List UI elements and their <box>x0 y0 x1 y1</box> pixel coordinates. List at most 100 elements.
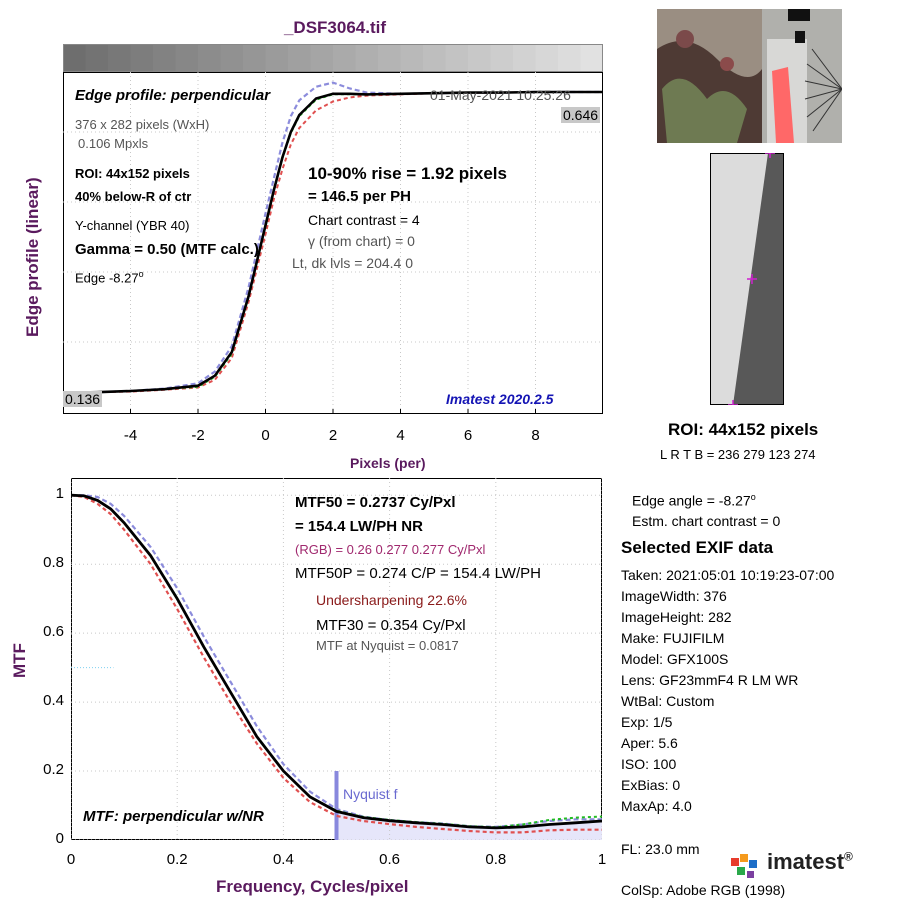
gray-step <box>378 44 401 72</box>
gray-step <box>333 44 356 72</box>
gray-step <box>423 44 446 72</box>
mtf-y-tick-label: 0.8 <box>43 554 64 572</box>
side-chart-contrast: Estm. chart contrast = 0 <box>632 513 781 529</box>
edge-location: 40% below-R of ctr <box>75 189 192 204</box>
grayscale-step-bar <box>63 44 603 72</box>
beyond-nyquist-area <box>336 811 602 840</box>
edge-series-0 <box>63 90 603 395</box>
page-title: _DSF3064.tif <box>283 18 387 37</box>
gray-step <box>558 44 581 72</box>
mtf-y-axis-label: MTF <box>10 643 29 678</box>
exif-item: MaxAp: 4.0 <box>621 798 692 814</box>
edge-y-axis-label: Edge profile (linear) <box>23 177 42 337</box>
light-dark-levels: Lt, dk lvls = 204.4 0 <box>292 255 414 271</box>
gray-step <box>310 44 334 72</box>
gray-step <box>288 44 311 72</box>
mtf50-lwph: = 154.4 LW/PH NR <box>295 518 423 535</box>
gray-step <box>265 44 289 72</box>
image-thumbnail <box>657 9 842 143</box>
exif-item: ImageHeight: 282 <box>621 609 732 625</box>
edge-roi: ROI: 44x152 pixels <box>75 166 190 181</box>
gray-step <box>513 44 536 72</box>
mtf-x-tick-label: 0 <box>66 851 76 868</box>
exif-fl: FL: 23.0 mm <box>621 841 700 857</box>
exif-item: ISO: 100 <box>621 756 677 772</box>
edge-x-tick-label: 6 <box>463 427 473 444</box>
mtf-y-tick-label: 0.4 <box>43 692 64 710</box>
gray-step <box>535 44 559 72</box>
mtf-x-tick-label: 0.4 <box>272 851 294 868</box>
mtf50-value: MTF50 = 0.2737 Cy/Pxl <box>295 494 456 511</box>
gray-step <box>468 44 491 72</box>
mtf-x-tick-label: 0.2 <box>166 851 188 868</box>
gray-step <box>490 44 514 72</box>
exif-colsp: ColSp: Adobe RGB (1998) <box>621 882 786 898</box>
imatest-version: Imatest 2020.2.5 <box>446 391 554 407</box>
gray-step <box>445 44 469 72</box>
side-edge-angle-text: Edge angle = -8.27 <box>632 492 751 509</box>
exif-item: ExBias: 0 <box>621 777 681 793</box>
roi-title: ROI: 44x152 pixels <box>668 420 819 439</box>
edge-heading: Edge profile: perpendicular <box>75 87 271 104</box>
nyquist-label: Nyquist f <box>343 786 398 802</box>
logo-name: imatest <box>767 849 845 874</box>
exif-item: Model: GFX100S <box>621 651 729 667</box>
mtf-y-tick-label: 1 <box>55 485 64 503</box>
edge-channel: Y-channel (YBR 40) <box>75 218 190 233</box>
gray-step <box>355 44 379 72</box>
mtf-series-2 <box>71 494 602 834</box>
edge-dimensions: 376 x 282 pixels (WxH) <box>75 117 210 132</box>
imatest-logo-icon <box>731 854 757 878</box>
exif-item: WtBal: Custom <box>621 693 715 709</box>
mtf-y-tick-label: 0 <box>55 830 64 847</box>
top-level-label: 0.646 <box>561 107 601 123</box>
mtf50p-value: MTF50P = 0.274 C/P = 154.4 LW/PH <box>295 565 541 582</box>
logo-registered: ® <box>844 849 853 864</box>
gray-step <box>220 44 244 72</box>
edge-series-2 <box>63 91 603 394</box>
rise-distance: 10-90% rise = 1.92 pixels <box>308 164 507 183</box>
mtf30-value: MTF30 = 0.354 Cy/Pxl <box>316 617 466 634</box>
edge-angle-text: Edge -8.27 <box>75 270 139 286</box>
exif-item: Taken: 2021:05:01 10:19:23-07:00 <box>621 567 835 583</box>
gray-step <box>63 44 86 72</box>
mtf-x-tick-label: 0.8 <box>485 851 507 868</box>
edge-x-tick-label: -2 <box>191 427 205 444</box>
exif-item: Exp: 1/5 <box>621 714 673 730</box>
exif-item: Make: FUJIFILM <box>621 630 725 646</box>
degree-mark: o <box>138 269 144 279</box>
gray-step <box>108 44 131 72</box>
edge-gamma: Gamma = 0.50 (MTF calc.) <box>75 241 259 258</box>
edge-profile-chart <box>63 72 603 414</box>
degree-mark: o <box>750 492 756 502</box>
edge-x-tick-label: -4 <box>123 427 138 444</box>
edge-x-axis-label: Pixels (per) <box>350 455 426 471</box>
gray-step <box>85 44 109 72</box>
rise-per-ph: = 146.5 per PH <box>308 188 411 205</box>
mtf-chart <box>71 478 602 840</box>
exif-title: Selected EXIF data <box>621 538 774 557</box>
gray-step <box>175 44 199 72</box>
exif-item: Aper: 5.6 <box>621 735 678 751</box>
undersharpening: Undersharpening 22.6% <box>316 592 467 608</box>
mtf-series-0 <box>71 493 602 830</box>
mtf-at-nyquist: MTF at Nyquist = 0.0817 <box>316 638 459 653</box>
chart-contrast: Chart contrast = 4 <box>308 212 420 228</box>
mtf-x-axis-label: Frequency, Cycles/pixel <box>216 877 409 896</box>
exif-item: ImageWidth: 376 <box>621 588 727 604</box>
edge-x-tick-label: 8 <box>531 427 540 444</box>
gamma-from-chart: γ (from chart) = 0 <box>308 233 415 249</box>
edge-timestamp: 01-May-2021 10:25:26 <box>430 87 571 103</box>
edge-x-tick-label: 2 <box>328 427 338 444</box>
gray-step <box>130 44 154 72</box>
edge-mpxls: 0.106 Mpxls <box>78 136 149 151</box>
exif-item: Lens: GF23mmF4 R LM WR <box>621 672 799 688</box>
mtf-x-tick-label: 0.6 <box>379 851 401 868</box>
gray-step <box>198 44 221 72</box>
gray-step <box>243 44 266 72</box>
edge-x-tick-label: 0 <box>261 427 270 444</box>
roi-coordinates: L R T B = 236 279 123 274 <box>660 447 816 462</box>
edge-x-tick-label: 4 <box>396 427 405 444</box>
mtf50-rgb: (RGB) = 0.26 0.277 0.277 Cy/Pxl <box>295 542 486 557</box>
mtf-y-tick-label: 0.6 <box>43 623 64 641</box>
